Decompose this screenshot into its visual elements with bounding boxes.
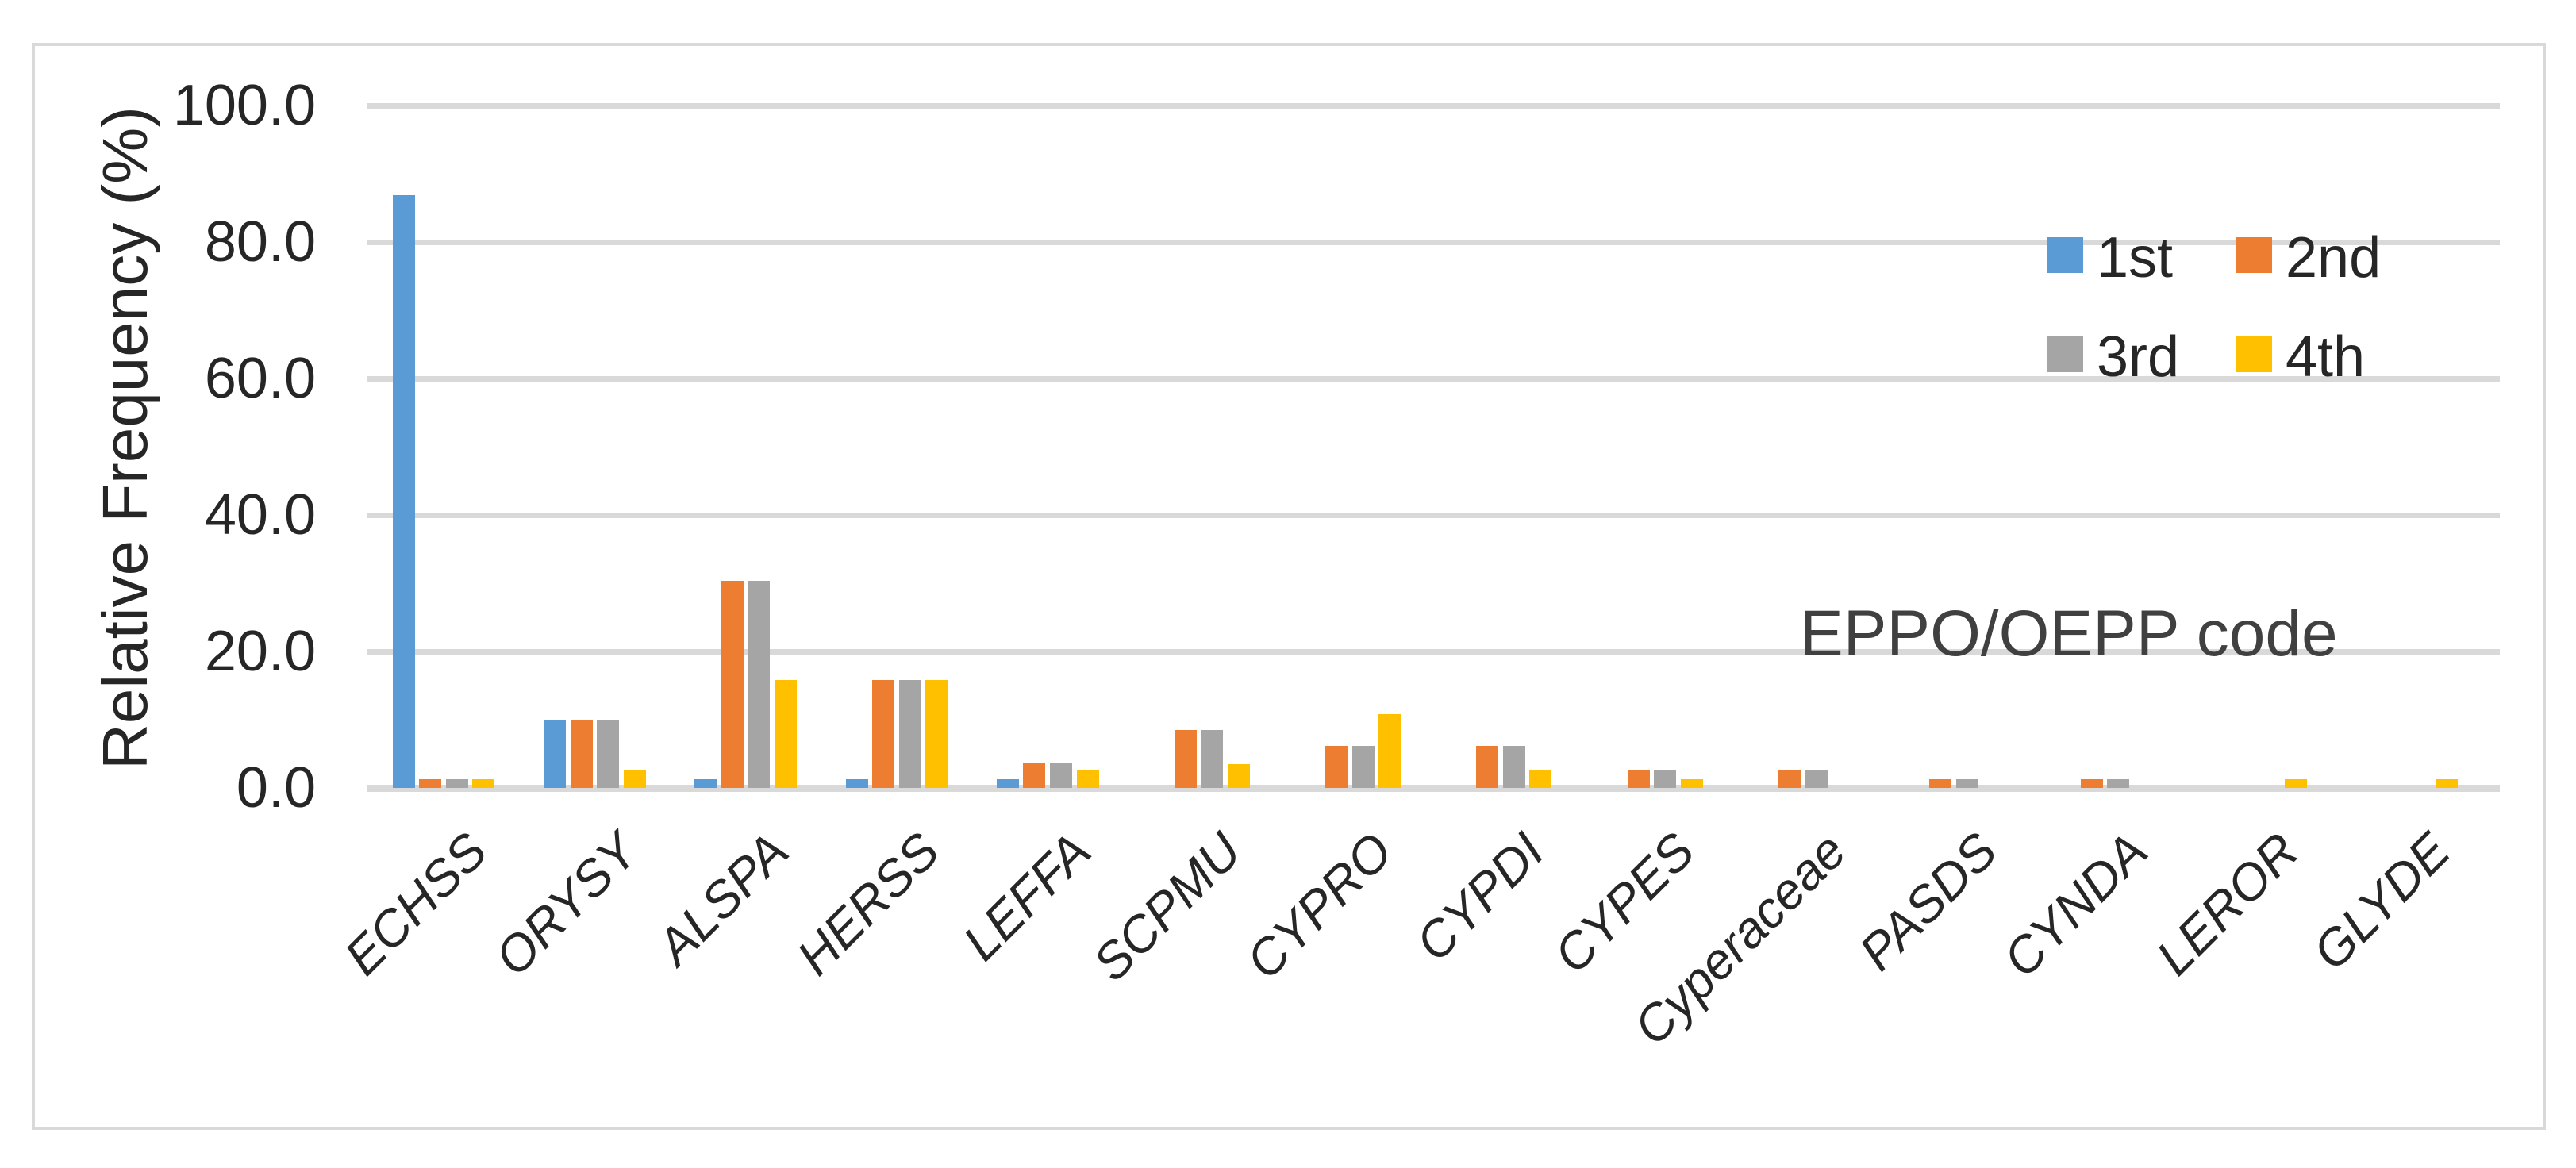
bar-2nd-CYPRO (1325, 745, 1348, 788)
legend-label-2nd: 2nd (2286, 226, 2382, 290)
bar-2nd-CYNDA (2080, 778, 2103, 788)
bar-4th-GLYDE (2436, 778, 2459, 788)
y-tick-label: 20.0 (204, 620, 316, 683)
x-axis-annotation: EPPO/OEPP code (1800, 597, 2338, 670)
bar-4th-SCPMU (1227, 763, 1250, 788)
gridline (367, 513, 2500, 518)
bar-1st-HERSS (845, 778, 868, 788)
bar-4th-LEROR (2284, 778, 2307, 788)
bar-1st-LEFFA (996, 778, 1019, 788)
bar-3rd-SCPMU (1201, 729, 1224, 788)
bar-4th-HERSS (925, 680, 948, 788)
bar-1st-ALSPA (694, 778, 717, 788)
bar-4th-ECHSS (472, 778, 495, 788)
bar-2nd-ECHSS (419, 778, 442, 788)
y-tick-label: 60.0 (204, 347, 316, 410)
bar-3rd-Cyperaceae (1805, 770, 1828, 788)
y-tick-label: 40.0 (204, 483, 316, 547)
bar-2nd-ALSPA (721, 581, 744, 788)
gridline (367, 240, 2500, 245)
bar-4th-ALSPA (774, 680, 797, 788)
legend-swatch-3rd (2047, 336, 2083, 372)
bar-3rd-CYPDI (1502, 745, 1525, 788)
bar-1st-ORYSY (544, 720, 566, 788)
legend-label-4th: 4th (2286, 325, 2366, 389)
bar-4th-CYPDI (1529, 770, 1552, 788)
x-axis-line (367, 785, 2500, 792)
bar-1st-ECHSS (392, 194, 415, 788)
bar-3rd-LEFFA (1050, 763, 1072, 788)
y-tick-label: 0.0 (236, 756, 316, 820)
bar-2nd-CYPDI (1476, 745, 1499, 788)
legend-swatch-1st (2047, 237, 2083, 273)
bar-4th-CYPRO (1378, 714, 1401, 788)
legend-label-1st: 1st (2097, 226, 2174, 290)
y-tick-label: 80.0 (204, 210, 316, 274)
bar-2nd-PASDS (1929, 778, 1952, 788)
gridline (367, 649, 2500, 655)
gridline (367, 103, 2500, 109)
bar-3rd-ECHSS (445, 778, 468, 788)
gridline (367, 376, 2500, 382)
legend-swatch-2nd (2236, 237, 2272, 273)
bar-4th-ORYSY (623, 770, 646, 788)
y-tick-label: 100.0 (172, 74, 316, 137)
bar-3rd-CYPES (1654, 770, 1677, 788)
bar-3rd-ORYSY (597, 720, 620, 788)
bar-2nd-SCPMU (1174, 729, 1197, 788)
bar-2nd-ORYSY (570, 720, 593, 788)
bar-2nd-LEFFA (1023, 763, 1046, 788)
legend-swatch-4th (2236, 336, 2272, 372)
bar-3rd-PASDS (1955, 778, 1978, 788)
bar-2nd-CYPES (1627, 770, 1650, 788)
bar-3rd-ALSPA (748, 581, 771, 788)
bar-4th-CYPES (1680, 778, 1703, 788)
chart-border (32, 43, 2546, 1130)
bar-4th-LEFFA (1076, 770, 1099, 788)
bar-3rd-CYPRO (1351, 745, 1375, 788)
bar-2nd-Cyperaceae (1778, 770, 1801, 788)
bar-3rd-CYNDA (2107, 778, 2130, 788)
bar-2nd-HERSS (872, 680, 895, 788)
legend-label-3rd: 3rd (2097, 325, 2180, 389)
bar-3rd-HERSS (898, 680, 921, 788)
